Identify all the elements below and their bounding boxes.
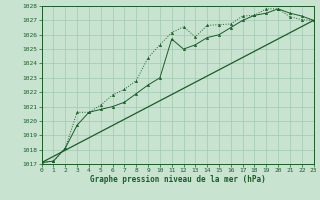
X-axis label: Graphe pression niveau de la mer (hPa): Graphe pression niveau de la mer (hPa): [90, 175, 266, 184]
